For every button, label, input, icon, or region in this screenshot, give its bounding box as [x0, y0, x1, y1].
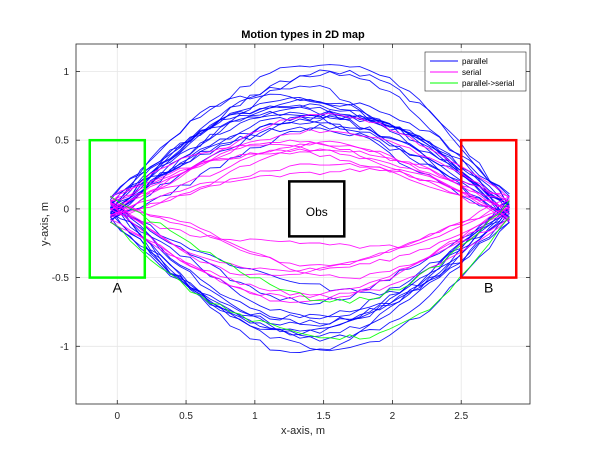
y-axis-label: y-axis, m [39, 202, 51, 246]
region-rect-a [88, 138, 147, 279]
trajectory-line [110, 139, 510, 207]
region-label-b: B [484, 280, 493, 296]
trajectory-line [110, 195, 510, 276]
trajectory-line [110, 64, 510, 209]
x-tick-label: 1 [252, 411, 258, 422]
trajectory-line [110, 85, 510, 219]
trajectory-line [110, 202, 510, 353]
trajectory-line [110, 129, 510, 218]
trajectory-line [110, 143, 510, 222]
trajectory-line [110, 199, 510, 249]
trajectory-line [110, 113, 510, 219]
trajectory-line [110, 69, 510, 215]
trajectory-line [110, 202, 510, 267]
trajectory-line [110, 148, 510, 215]
x-axis-label: x-axis, m [281, 425, 325, 437]
axis-ticks: 0 0.5 1 1.5 2 2.5 -1 -0.5 0 0.5 1 [52, 44, 530, 422]
y-tick-label: 0.5 [55, 136, 69, 147]
chart-title: Motion types in 2D map [241, 29, 365, 41]
trajectory-lines [110, 64, 510, 353]
trajectory-line [110, 207, 510, 305]
trajectory-line [110, 106, 510, 222]
legend-label-serial: serial [462, 68, 481, 77]
x-tick-label: 0 [114, 411, 120, 422]
legend: parallel serial parallel->serial [424, 51, 527, 92]
trajectory-line [110, 151, 510, 219]
region-label-obs: Obs [306, 205, 328, 219]
x-tick-label: 2.5 [454, 411, 468, 422]
trajectory-line [110, 202, 510, 272]
trajectory-line [110, 200, 510, 336]
trajectory-line [110, 162, 510, 217]
trajectory-line [110, 98, 510, 210]
trajectory-line [110, 114, 510, 221]
y-tick-label: -1 [60, 342, 69, 353]
trajectory-line [110, 202, 510, 280]
trajectory-line [110, 115, 510, 216]
trajectory-line [110, 206, 510, 342]
x-tick-label: 2 [390, 411, 396, 422]
trajectory-line [110, 123, 510, 219]
trajectory-line [110, 71, 510, 224]
trajectory-line [110, 127, 510, 221]
trajectory-line [110, 168, 510, 222]
y-tick-label: 0 [63, 204, 69, 215]
region-rect-b [459, 138, 518, 279]
y-tick-label: 1 [63, 67, 69, 78]
x-tick-label: 0.5 [179, 411, 193, 422]
plot-frame [75, 43, 531, 405]
trajectory-line [110, 218, 510, 303]
trajectory-line [110, 96, 510, 218]
trajectory-line [110, 196, 510, 321]
x-tick-label: 1.5 [317, 411, 331, 422]
trajectory-line [110, 112, 510, 210]
region-rect-obs [287, 180, 346, 238]
trajectory-line [110, 216, 510, 340]
trajectory-line [110, 211, 510, 320]
trajectory-line [110, 204, 510, 327]
y-tick-label: -0.5 [52, 273, 70, 284]
legend-label-parallel: parallel [462, 57, 488, 66]
region-label-a: A [113, 280, 123, 296]
region-rectangles: A B Obs [88, 138, 518, 296]
legend-label-parallel-serial: parallel->serial [462, 79, 514, 88]
trajectory-line [110, 195, 510, 304]
trajectory-line [110, 140, 510, 201]
